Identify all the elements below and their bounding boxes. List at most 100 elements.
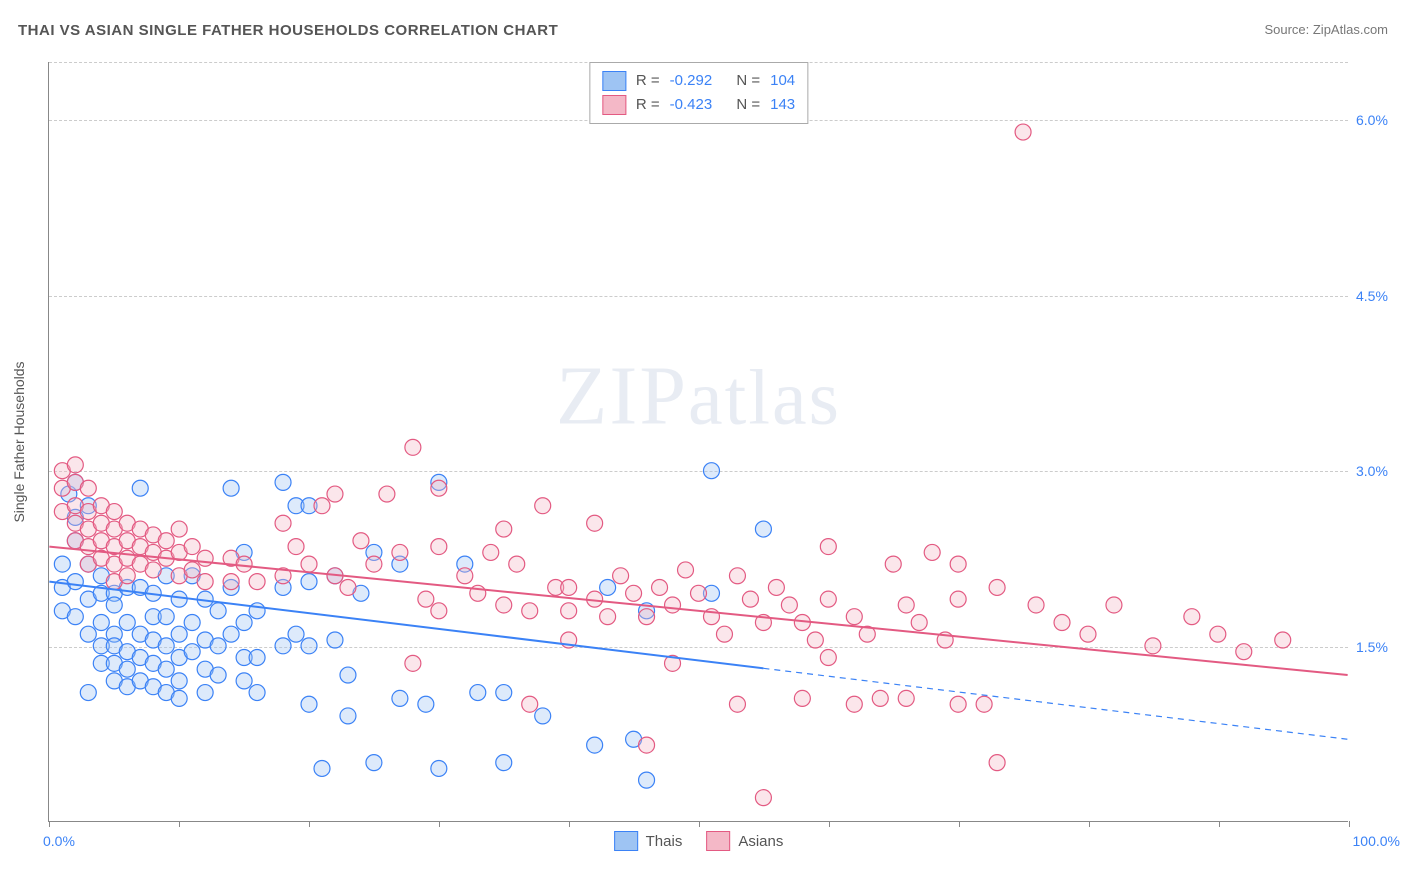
data-point — [275, 515, 291, 531]
data-point — [327, 632, 343, 648]
data-point — [340, 667, 356, 683]
data-point — [288, 626, 304, 642]
data-point — [496, 685, 512, 701]
data-point — [405, 655, 421, 671]
data-point — [509, 556, 525, 572]
data-point — [392, 690, 408, 706]
data-point — [236, 556, 252, 572]
data-point — [119, 615, 135, 631]
data-point — [1106, 597, 1122, 613]
data-point — [639, 609, 655, 625]
info-row-thais: R = -0.292 N = 104 — [602, 69, 795, 93]
data-point — [314, 498, 330, 514]
data-point — [197, 574, 213, 590]
r-value-thais: -0.292 — [670, 69, 713, 93]
data-point — [613, 568, 629, 584]
data-point — [742, 591, 758, 607]
data-point — [885, 556, 901, 572]
data-point — [781, 597, 797, 613]
data-point — [691, 585, 707, 601]
data-point — [145, 562, 161, 578]
legend-item-asians: Asians — [706, 831, 783, 851]
data-point — [807, 632, 823, 648]
data-point — [314, 760, 330, 776]
data-point — [418, 591, 434, 607]
data-point — [665, 597, 681, 613]
plot-area: Single Father Households ZIPatlas 1.5%3.… — [48, 62, 1348, 822]
data-point — [652, 579, 668, 595]
data-point — [1145, 638, 1161, 654]
data-point — [496, 521, 512, 537]
y-tick-label: 3.0% — [1356, 463, 1400, 479]
data-point — [820, 591, 836, 607]
data-point — [171, 521, 187, 537]
data-point — [197, 550, 213, 566]
data-point — [379, 486, 395, 502]
data-point — [522, 603, 538, 619]
data-point — [210, 638, 226, 654]
r-value-asians: -0.423 — [670, 93, 713, 117]
data-point — [535, 708, 551, 724]
r-label: R = — [636, 93, 660, 117]
data-point — [755, 790, 771, 806]
x-axis-label-min: 0.0% — [43, 833, 75, 849]
source-attribution: Source: ZipAtlas.com — [1264, 22, 1388, 37]
data-point — [197, 685, 213, 701]
legend-swatch-asians — [706, 831, 730, 851]
data-point — [911, 615, 927, 631]
data-point — [340, 708, 356, 724]
data-point — [223, 480, 239, 496]
r-label: R = — [636, 69, 660, 93]
data-point — [794, 690, 810, 706]
data-point — [678, 562, 694, 578]
data-point — [158, 533, 174, 549]
data-point — [846, 696, 862, 712]
data-point — [561, 579, 577, 595]
legend-label-asians: Asians — [738, 833, 783, 850]
data-point — [729, 568, 745, 584]
data-point — [67, 457, 83, 473]
x-axis-label-max: 100.0% — [1353, 833, 1400, 849]
data-point — [1080, 626, 1096, 642]
data-point — [184, 562, 200, 578]
data-point — [431, 480, 447, 496]
data-point — [171, 591, 187, 607]
data-point — [483, 544, 499, 560]
scatter-svg — [49, 62, 1348, 821]
legend-item-thais: Thais — [614, 831, 683, 851]
n-value-asians: 143 — [770, 93, 795, 117]
series-legend: Thais Asians — [614, 831, 784, 851]
data-point — [924, 544, 940, 560]
data-point — [54, 556, 70, 572]
data-point — [106, 504, 122, 520]
data-point — [236, 673, 252, 689]
data-point — [119, 661, 135, 677]
data-point — [158, 609, 174, 625]
data-point — [470, 685, 486, 701]
swatch-asians — [602, 95, 626, 115]
data-point — [301, 574, 317, 590]
data-point — [716, 626, 732, 642]
data-point — [535, 498, 551, 514]
data-point — [639, 737, 655, 753]
data-point — [703, 463, 719, 479]
data-point — [457, 568, 473, 584]
data-point — [119, 568, 135, 584]
data-point — [67, 574, 83, 590]
data-point — [392, 544, 408, 560]
y-axis-title: Single Father Households — [11, 361, 27, 522]
data-point — [989, 579, 1005, 595]
n-label: N = — [736, 93, 760, 117]
data-point — [600, 579, 616, 595]
swatch-thais — [602, 71, 626, 91]
data-point — [184, 644, 200, 660]
data-point — [768, 579, 784, 595]
data-point — [950, 696, 966, 712]
data-point — [106, 597, 122, 613]
legend-swatch-thais — [614, 831, 638, 851]
data-point — [327, 486, 343, 502]
data-point — [898, 597, 914, 613]
data-point — [1210, 626, 1226, 642]
data-point — [249, 685, 265, 701]
info-row-asians: R = -0.423 N = 143 — [602, 93, 795, 117]
